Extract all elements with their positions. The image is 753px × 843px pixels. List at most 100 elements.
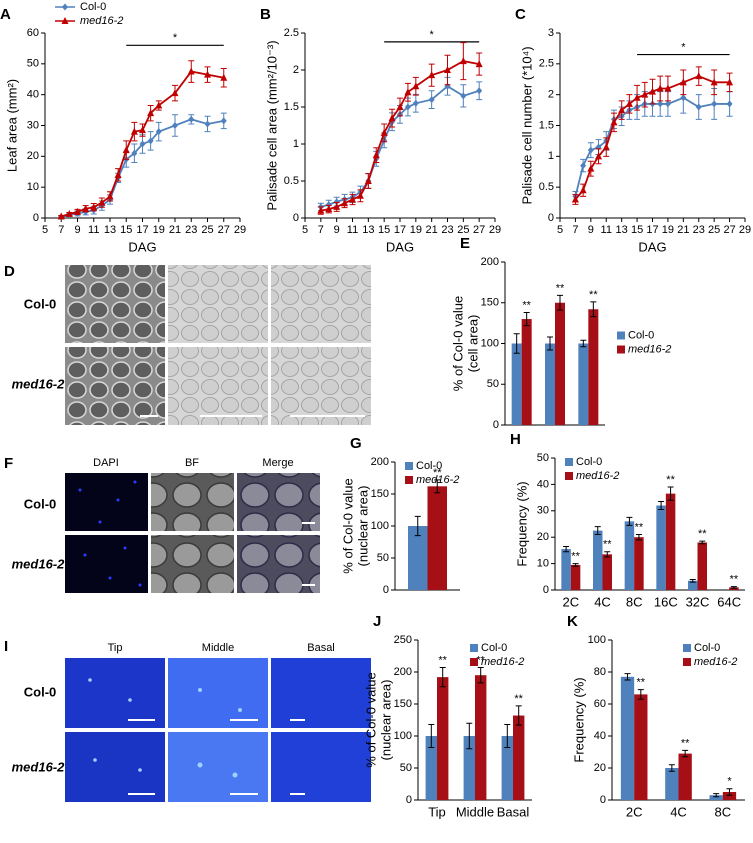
micrograph: [271, 265, 371, 343]
legend-label: med16-2: [694, 656, 737, 668]
marker: [571, 195, 579, 203]
y-tick-label: 40: [537, 478, 549, 490]
marker: [187, 67, 195, 75]
y-tick-label: 80: [594, 666, 606, 678]
marker: [61, 17, 69, 24]
marker: [130, 127, 138, 135]
column-label: BF: [185, 457, 199, 469]
marker: [172, 122, 178, 129]
x-tick-label: 21: [677, 224, 689, 236]
x-tick-label: 25: [708, 224, 720, 236]
error-bar: [414, 515, 421, 537]
series-line: [320, 60, 480, 212]
marker: [428, 71, 436, 79]
x-tick-label: 8C: [626, 594, 643, 609]
significance-label: **: [603, 539, 612, 551]
row-label: Col-0: [24, 684, 57, 699]
bar: [578, 343, 589, 425]
bar: [545, 343, 555, 425]
y-tick-label: 250: [394, 634, 412, 646]
legend-swatch: [617, 331, 625, 340]
significance-label: **: [666, 474, 675, 486]
bar: [729, 587, 739, 590]
error-bar: [604, 551, 611, 558]
marker: [325, 201, 332, 209]
marker: [147, 137, 154, 145]
x-tick-label: 25: [457, 224, 469, 236]
y-tick-label: 10: [27, 181, 39, 193]
y-tick-label: 10: [537, 558, 549, 570]
marker: [65, 209, 73, 217]
legend-label: med16-2: [576, 470, 619, 482]
x-tick-label: Basal: [497, 804, 530, 819]
error-bar: [590, 301, 597, 318]
x-tick-label: 13: [104, 224, 116, 236]
error-bar: [439, 667, 446, 688]
error-bar: [572, 563, 579, 567]
marker: [204, 120, 211, 128]
y-tick-label: 2.5: [539, 58, 554, 70]
y-tick-label: 20: [27, 150, 39, 162]
significance-label: **: [438, 654, 447, 666]
significance-label: **: [571, 551, 580, 563]
micrograph: [271, 347, 371, 425]
marker: [325, 205, 333, 213]
marker: [90, 203, 98, 211]
y-tick-label: 0.5: [284, 175, 299, 187]
legend-label: Col-0: [628, 329, 654, 341]
row-label: Col-0: [24, 296, 57, 311]
bar: [408, 526, 428, 590]
x-tick-label: 17: [394, 224, 406, 236]
marker: [710, 78, 718, 86]
x-tick-label: 9: [588, 224, 594, 236]
y-tick-label: 30: [27, 119, 39, 131]
error-bar: [624, 673, 631, 681]
legend-swatch: [617, 345, 625, 354]
significance-label: **: [556, 282, 565, 294]
x-tick-label: 23: [185, 224, 197, 236]
x-tick-label: 21: [169, 224, 181, 236]
significance-label: **: [589, 289, 598, 301]
panel-letter: G: [350, 435, 362, 452]
marker: [695, 103, 702, 111]
column-label: Middle: [202, 642, 234, 654]
x-tick-label: 13: [616, 224, 628, 236]
marker: [341, 199, 349, 207]
nuclei: [88, 678, 242, 778]
bar: [437, 677, 449, 800]
legend-swatch: [683, 658, 691, 666]
y-tick-label: 1.5: [539, 119, 554, 131]
y-tick-label: 200: [371, 456, 389, 468]
x-tick-label: 23: [441, 224, 453, 236]
y-axis-label: Frequency (%): [571, 677, 586, 762]
y-tick-label: 40: [594, 730, 606, 742]
micrograph: [271, 732, 371, 802]
y-axis-label: % of Col-0 value: [363, 672, 378, 767]
legend-label: med16-2: [481, 656, 524, 668]
y-tick-label: 0: [600, 794, 606, 806]
marker: [147, 109, 155, 117]
x-tick-label: 29: [234, 224, 246, 236]
y-tick-label: 50: [377, 552, 389, 564]
error-bar: [466, 722, 473, 750]
bar: [555, 302, 565, 425]
marker: [139, 140, 146, 148]
x-tick-label: 11: [88, 224, 99, 236]
marker: [664, 84, 672, 92]
y-tick-label: 0: [406, 794, 412, 806]
bar: [722, 792, 737, 800]
x-tick-label: 2C: [563, 594, 580, 609]
marker: [404, 88, 412, 96]
significance-label: **: [514, 693, 523, 705]
marker: [388, 114, 396, 122]
x-tick-label: 7: [58, 224, 64, 236]
bar: [602, 554, 612, 590]
x-tick-label: 27: [473, 224, 485, 236]
marker: [595, 152, 603, 160]
marker: [695, 72, 703, 80]
x-tick-label: 4C: [670, 804, 687, 819]
column-label: Merge: [262, 457, 293, 469]
bar: [593, 530, 603, 590]
error-bar: [557, 294, 563, 311]
